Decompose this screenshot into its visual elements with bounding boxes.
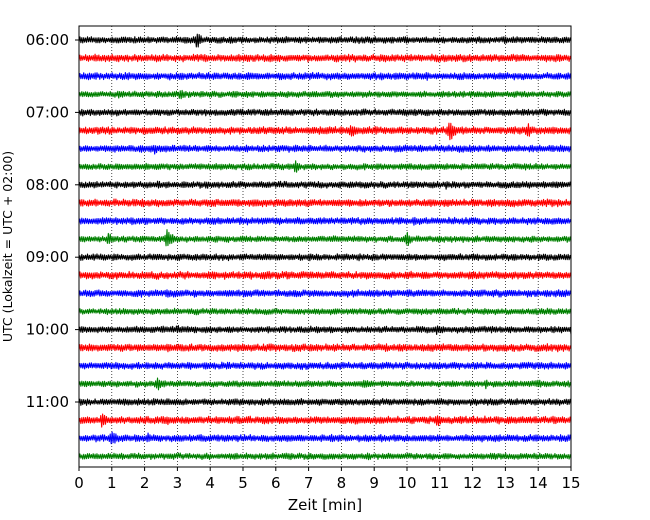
x-tick-label-14: 14 [529,474,548,492]
trace-21 [78,413,572,428]
y-tick-label-3: 09:00 [26,248,69,266]
x-tick-label-8: 8 [337,474,347,492]
seismic-traces [78,33,572,461]
y-tick-label-5: 11:00 [26,393,69,411]
x-tick-label-9: 9 [369,474,379,492]
x-tick-label-12: 12 [463,474,482,492]
trace-4 [78,108,572,117]
trace-1 [78,53,572,63]
trace-13 [78,270,572,280]
trace-2 [78,71,572,81]
x-axis-ticks: 0 1 2 3 4 5 6 7 8 9 10 11 12 13 14 15 [74,467,581,492]
trace-23 [78,452,572,461]
x-tick-label-5: 5 [238,474,248,492]
trace-9 [78,198,572,208]
trace-16 [78,325,572,336]
trace-8 [78,180,572,190]
trace-6 [78,144,572,155]
x-tick-label-6: 6 [271,474,281,492]
x-tick-label-0: 0 [74,474,84,492]
x-axis-label: Zeit [min] [288,496,362,514]
trace-11 [78,229,572,247]
y-tick-label-2: 08:00 [26,176,69,194]
trace-3 [78,89,572,100]
y-axis-label: UTC (Lokalzeit = UTC + 02:00) [0,151,15,342]
x-tick-label-13: 13 [496,474,515,492]
x-tick-label-2: 2 [140,474,150,492]
x-tick-label-3: 3 [173,474,183,492]
trace-14 [78,289,572,298]
trace-22 [78,431,572,445]
x-tick-label-10: 10 [397,474,416,492]
x-tick-label-4: 4 [205,474,215,492]
trace-7 [78,160,572,173]
trace-20 [78,397,572,406]
plot-frame [78,25,572,468]
x-tick-label-11: 11 [430,474,449,492]
trace-17 [78,343,572,353]
y-axis-ticks: 06:00 07:00 08:00 09:00 10:00 11:00 [26,31,79,411]
trace-15 [78,307,572,316]
trace-18 [78,361,572,371]
trace-19 [78,377,572,391]
y-tick-label-1: 07:00 [26,103,69,121]
y-tick-label-0: 06:00 [26,31,69,49]
trace-0 [78,33,572,48]
trace-10 [78,216,572,226]
x-tick-label-1: 1 [107,474,117,492]
trace-12 [78,253,572,262]
trace-5 [78,122,572,141]
y-tick-label-4: 10:00 [26,321,69,339]
x-tick-label-15: 15 [561,474,580,492]
x-tick-label-7: 7 [304,474,314,492]
